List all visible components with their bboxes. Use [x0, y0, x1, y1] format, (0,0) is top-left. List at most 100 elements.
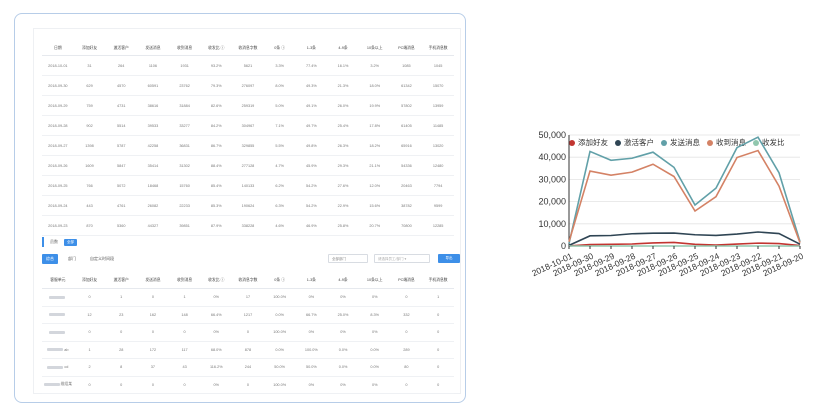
column-header[interactable]: 4-9条 — [327, 273, 359, 289]
column-header[interactable]: 发送消息 — [137, 273, 169, 289]
table-cell: 60591 — [137, 75, 169, 96]
legend-item[interactable]: 收发比 — [753, 137, 785, 148]
table-cell: 878 — [232, 341, 264, 359]
table-row: 2018-10-01 31 264 1106 1931 93.2% 5621 3.3% 77.4… — [42, 55, 454, 76]
table-cell: 66.7% — [295, 306, 328, 324]
table-cell: 0% — [358, 288, 391, 307]
chart-legend: 添加好友 激活客户 发送消息 收到消息 收发比 — [569, 137, 785, 148]
column-header[interactable]: PC端消息 — [390, 273, 423, 289]
table-cell: 1 — [168, 288, 201, 307]
y-tick-label: 20,000 — [538, 197, 566, 207]
table-row: cd 2 8 37 43 116.2% 244 50.0% 50.0% 0.0% 0.0% 80 0 — [42, 358, 454, 377]
series-line[interactable] — [568, 241, 801, 247]
table-cell: 0.0% — [263, 306, 296, 324]
series-line[interactable] — [568, 136, 801, 244]
table-cell: 17.8% — [358, 115, 391, 136]
table-cell: 0% — [358, 376, 391, 394]
column-header[interactable]: 0条 ⓘ — [263, 273, 296, 289]
tab-department[interactable]: 部门 — [68, 255, 76, 261]
column-header[interactable]: 激活客户 — [105, 41, 138, 56]
column-header[interactable]: 0条 ⓘ — [263, 41, 296, 56]
redacted-name — [49, 330, 66, 334]
table-cell: 0 — [422, 341, 454, 359]
table-cell: 50.0% — [263, 358, 296, 377]
table-cell: 38616 — [137, 95, 169, 116]
column-header[interactable]: 客服单元 — [42, 273, 74, 289]
column-header[interactable]: 4-9条 — [327, 41, 359, 56]
column-header[interactable]: 收消息字数 — [232, 41, 264, 56]
table-cell: 79.3% — [200, 75, 233, 96]
table-cell: 148 — [168, 306, 201, 324]
table-cell: 338228 — [232, 215, 264, 236]
table-cell: 5.5% — [263, 135, 296, 156]
table-cell: 54336 — [390, 155, 423, 176]
table-row: ab 1 28 172 117 68.0% 878 0.0% 100.0% 0.0% 0.0% 289… — [42, 341, 454, 359]
table-cell: 0.0% — [358, 341, 391, 359]
export-button[interactable]: 导出 — [438, 254, 460, 263]
table-cell: 244 — [232, 358, 264, 377]
table-cell: 0 — [73, 376, 106, 394]
table-cell: 5360 — [105, 215, 138, 236]
column-header[interactable]: 1-3条 — [295, 273, 328, 289]
column-header[interactable]: 添加好友 — [73, 41, 106, 56]
column-header[interactable]: 收到消息 — [168, 273, 201, 289]
table-cell: 6.3% — [263, 195, 296, 216]
column-header[interactable]: 添加好友 — [73, 273, 106, 289]
column-header[interactable]: 10条以上 — [358, 273, 391, 289]
column-header[interactable]: 10条以上 — [358, 41, 391, 56]
table-cell: 100.0% — [295, 341, 328, 359]
table-row: 2018-09-28 902 5514 39533 33277 84.2% 304967 7.… — [42, 115, 454, 136]
table-cell: 15760 — [168, 175, 201, 196]
table-cell: 0% — [200, 323, 233, 342]
table-row: 2018-09-29 759 4731 38616 31884 82.6% 259319 5.… — [42, 95, 454, 116]
table-cell: 289 — [390, 341, 423, 359]
table-cell: 766 — [73, 175, 106, 196]
table-cell: 276097 — [232, 75, 264, 96]
table-cell: 36831 — [168, 135, 201, 156]
table-cell: 0 — [422, 376, 454, 394]
table-cell: 49.7% — [295, 115, 328, 136]
legend-item[interactable]: 激活客户 — [615, 137, 654, 148]
table-header-row: 客服单元 添加好友 激活客户 发送消息 收到消息 收发比 ⓘ 收消息字数 0条 ⓘ 1-3条 4-… — [42, 273, 454, 289]
column-header[interactable]: 发送消息 — [137, 41, 169, 56]
legend-item[interactable]: 发送消息 — [661, 137, 700, 148]
column-header[interactable]: 收到消息 — [168, 41, 201, 56]
column-header[interactable]: 1-3条 — [295, 41, 328, 56]
table-cell: 61342 — [390, 75, 423, 96]
table-cell: 15070 — [422, 75, 454, 96]
column-header[interactable]: 收消息字数 — [232, 273, 264, 289]
legend-item[interactable]: 添加好友 — [569, 137, 608, 148]
table-cell: 0 — [390, 288, 423, 307]
column-header[interactable]: 手机消息数 — [422, 273, 454, 289]
table-cell: 2018-09-27 — [42, 135, 74, 156]
view-all-chip[interactable]: 全部 — [64, 238, 77, 246]
table-cell: 45.9% — [295, 155, 328, 176]
column-header[interactable]: 日期 — [42, 41, 74, 56]
table-cell: 11485 — [422, 115, 454, 136]
table-cell: 68.0% — [200, 341, 233, 359]
table-cell: 5621 — [232, 55, 264, 76]
table-cell: 8.0% — [263, 75, 296, 96]
table-cell: 15.6% — [358, 195, 391, 216]
table-cell: 87.9% — [200, 215, 233, 236]
column-header[interactable]: 激活客户 — [105, 273, 138, 289]
series-line[interactable] — [568, 149, 801, 243]
table-cell: 21.3% — [327, 75, 359, 96]
tab-custom-range[interactable]: 自定义时间段 — [90, 255, 114, 261]
table-cell: 维组某 — [42, 376, 74, 394]
column-header[interactable]: PC端消息 — [390, 41, 423, 56]
column-header[interactable]: 收发比 ⓘ — [200, 273, 233, 289]
staff-select[interactable]: 请选择员工/部门 ▾ — [374, 254, 430, 263]
legend-item[interactable]: 收到消息 — [707, 137, 746, 148]
column-header[interactable]: 收发比 ⓘ — [200, 41, 233, 56]
table-cell: 85.4% — [200, 175, 233, 196]
table-cell: 2018-09-24 — [42, 195, 74, 216]
tab-overview[interactable]: 综合 — [42, 253, 58, 264]
dimension-tabs: 综合 部门 自定义时间段 — [42, 253, 118, 264]
series-line[interactable] — [568, 231, 801, 247]
department-select[interactable]: 全部部门 — [328, 254, 368, 263]
column-header[interactable]: 手机消息数 — [422, 41, 454, 56]
legend-dot-icon — [707, 139, 713, 146]
table-cell: cd — [42, 358, 74, 377]
